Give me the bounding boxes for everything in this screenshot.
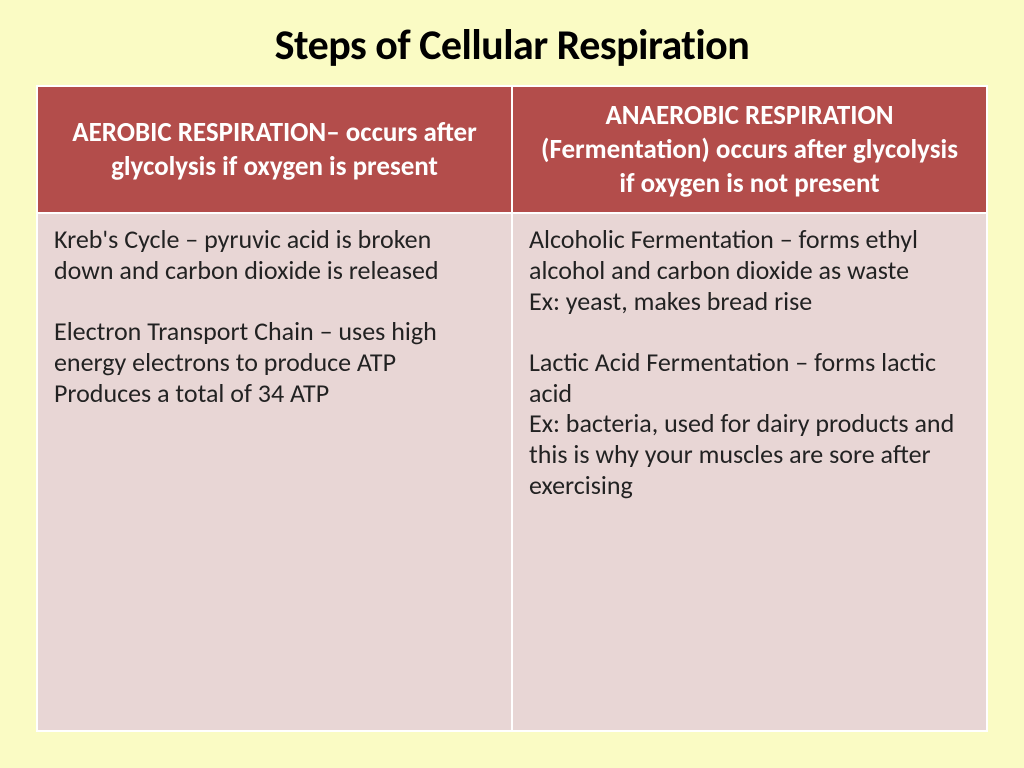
header-aerobic: AEROBIC RESPIRATION– occurs after glycol… [37, 86, 512, 213]
slide-title: Steps of Cellular Respiration [36, 20, 988, 71]
header-anaerobic: ANAEROBIC RESPIRATION (Fermentation) occ… [512, 86, 987, 213]
table-row: Kreb's Cycle – pyruvic acid is broken do… [37, 213, 987, 731]
cell-anaerobic-content: Alcoholic Fermentation – forms ethyl alc… [512, 213, 987, 731]
cell-aerobic-content: Kreb's Cycle – pyruvic acid is broken do… [37, 213, 512, 731]
comparison-table: AEROBIC RESPIRATION– occurs after glycol… [36, 85, 988, 732]
table-header-row: AEROBIC RESPIRATION– occurs after glycol… [37, 86, 987, 213]
slide-container: Steps of Cellular Respiration AEROBIC RE… [0, 0, 1024, 768]
